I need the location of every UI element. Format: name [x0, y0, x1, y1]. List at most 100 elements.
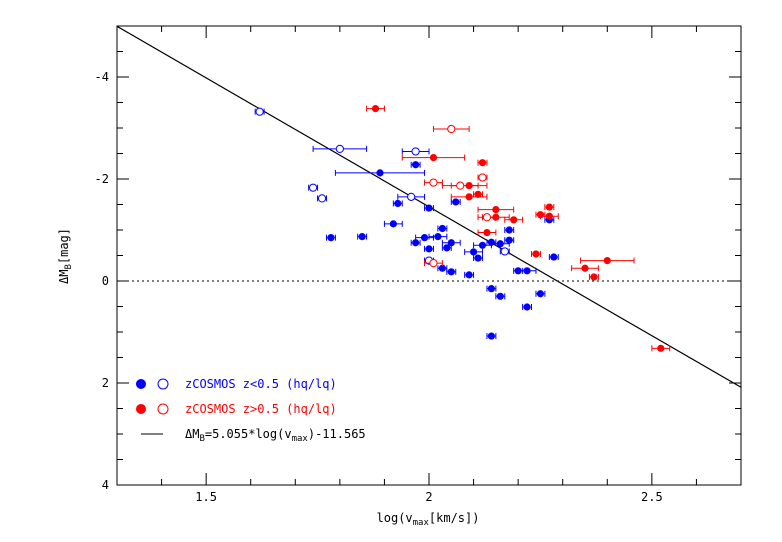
- data-point: [477, 206, 515, 214]
- data-point: [477, 159, 488, 167]
- data-point: [531, 250, 541, 258]
- point-marker-filled: [523, 267, 531, 275]
- point-marker-filled: [438, 224, 446, 233]
- point-marker-open: [309, 183, 318, 192]
- point-marker-open: [456, 181, 465, 190]
- legend-red-open-marker: [157, 403, 169, 415]
- data-point: [254, 107, 265, 116]
- legend-label-high-z: zCOSMOS z>0.5 (hq/lq): [185, 402, 337, 416]
- data-point: [317, 194, 327, 203]
- data-point: [450, 198, 461, 206]
- data-point: [464, 271, 475, 279]
- data-point: [477, 213, 497, 222]
- point-marker-open: [429, 178, 438, 187]
- x-tick-label: 1.5: [195, 490, 217, 504]
- data-point: [477, 228, 497, 237]
- data-point: [477, 173, 488, 182]
- y-tick-label: 0: [102, 274, 109, 288]
- point-marker-filled: [510, 216, 518, 224]
- data-point: [401, 153, 466, 162]
- point-marker-filled: [657, 344, 665, 352]
- point-marker-filled: [420, 234, 429, 242]
- point-marker-filled: [590, 273, 598, 281]
- data-point: [588, 273, 599, 281]
- data-point: [499, 247, 510, 256]
- legend-blue-open-marker: [157, 378, 169, 390]
- data-point: [486, 332, 497, 340]
- data-point: [464, 248, 483, 256]
- data-point: [517, 267, 537, 275]
- y-tick-label: 2: [102, 376, 109, 390]
- y-tick-label: -4: [95, 70, 109, 84]
- point-marker-filled: [425, 245, 433, 253]
- y-tick-label: 4: [102, 478, 109, 492]
- data-point: [424, 245, 434, 253]
- data-point: [308, 183, 319, 192]
- point-marker-open: [478, 173, 487, 182]
- legend-blue-filled-marker: [136, 379, 146, 389]
- data-point: [410, 239, 421, 247]
- data-point: [571, 264, 599, 272]
- data-point: [312, 144, 368, 154]
- data-point: [473, 254, 483, 262]
- data-point: [651, 344, 671, 352]
- x-axis-title: log(vmax[km/s]): [377, 511, 480, 528]
- data-point: [544, 203, 555, 211]
- point-marker-open: [335, 144, 344, 154]
- point-marker-filled: [394, 199, 402, 208]
- point-marker-filled: [550, 253, 558, 261]
- data-point: [495, 292, 506, 300]
- point-marker-filled: [389, 220, 397, 228]
- point-marker-open: [482, 213, 492, 222]
- point-marker-filled: [447, 268, 455, 276]
- point-marker-filled: [492, 206, 500, 214]
- point-marker-filled: [425, 204, 433, 212]
- data-point: [441, 181, 479, 190]
- point-marker-filled: [487, 332, 495, 340]
- data-points: [254, 105, 671, 352]
- data-point: [437, 224, 448, 233]
- data-point: [522, 303, 533, 311]
- point-marker-filled: [434, 233, 442, 241]
- point-marker-filled: [371, 105, 380, 113]
- legend-red-filled-marker: [136, 404, 146, 414]
- data-point: [401, 147, 430, 156]
- point-marker-filled: [469, 248, 478, 256]
- data-point: [410, 161, 421, 169]
- point-marker-open: [407, 192, 416, 201]
- data-point: [392, 199, 403, 208]
- axis-ticks: 1.5 2 2.5 -4 -2 0 2 4: [95, 25, 742, 504]
- point-marker-filled: [465, 193, 473, 201]
- data-point: [437, 264, 448, 272]
- point-marker-open: [447, 124, 456, 134]
- point-marker-filled: [358, 233, 366, 241]
- data-point: [383, 220, 403, 228]
- point-marker-open: [411, 147, 420, 156]
- y-axis-title: ΔMB[mag]: [57, 228, 74, 284]
- point-marker-open: [255, 107, 264, 116]
- plot-border: [116, 25, 742, 486]
- data-point: [432, 124, 470, 134]
- point-marker-filled: [545, 212, 553, 220]
- point-marker-filled: [429, 153, 438, 162]
- data-point: [334, 169, 426, 177]
- point-marker-filled: [465, 271, 473, 279]
- plot-frame: [116, 25, 742, 486]
- point-marker-filled: [581, 264, 589, 272]
- point-marker-filled: [523, 303, 531, 311]
- point-marker-open: [317, 194, 327, 203]
- data-point: [357, 233, 368, 241]
- data-point: [473, 190, 483, 198]
- point-marker-filled: [478, 241, 487, 249]
- data-point: [473, 241, 492, 249]
- point-marker-filled: [496, 292, 504, 300]
- point-marker-filled: [438, 264, 446, 272]
- point-marker-filled: [474, 254, 482, 262]
- data-point: [580, 257, 635, 265]
- legend: zCOSMOS z<0.5 (hq/lq) zCOSMOS z>0.5 (hq/…: [136, 377, 366, 444]
- data-point: [366, 105, 385, 113]
- point-marker-filled: [412, 161, 420, 169]
- data-point: [441, 239, 461, 247]
- data-point: [450, 193, 488, 201]
